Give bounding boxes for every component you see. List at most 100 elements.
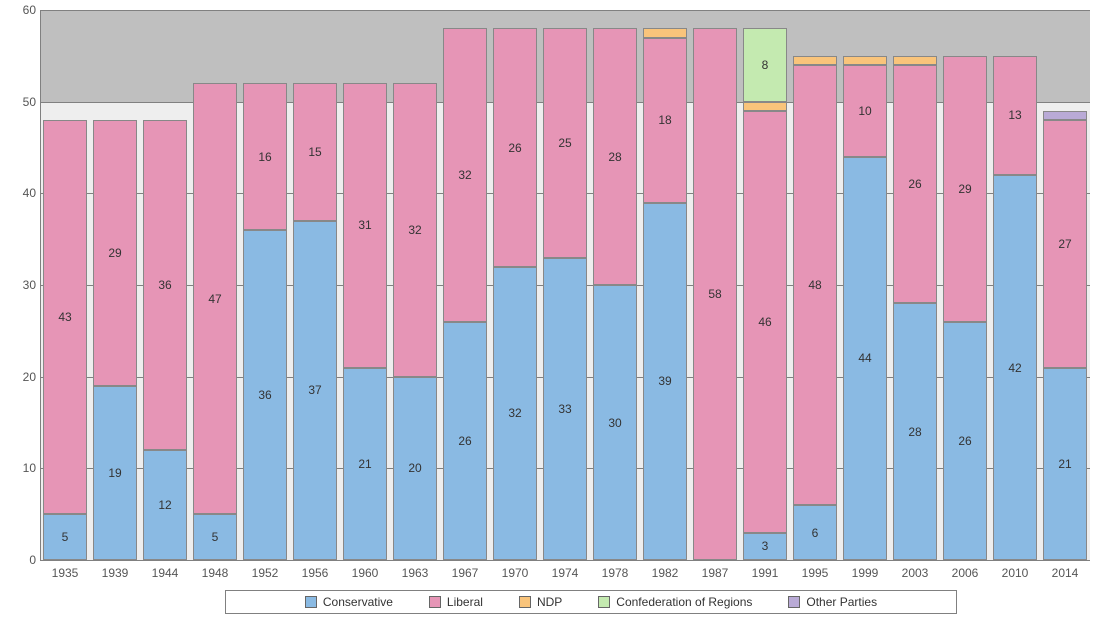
x-tick-label: 1970 <box>502 566 529 580</box>
bar-segment-liberal: 46 <box>743 111 787 533</box>
legend-item-conservative: Conservative <box>305 595 393 609</box>
bar-segment-liberal: 43 <box>43 120 87 514</box>
bar-segment-liberal: 28 <box>593 28 637 285</box>
segment-value-label: 43 <box>58 310 71 324</box>
bar-stack: 42 13 <box>993 56 1037 560</box>
bar-segment-liberal: 25 <box>543 28 587 257</box>
segment-value-label: 28 <box>908 425 921 439</box>
x-axis <box>40 560 1090 561</box>
x-tick-label: 1935 <box>52 566 79 580</box>
bar-segment-ndp <box>843 56 887 65</box>
x-tick-label: 1978 <box>602 566 629 580</box>
bar-segment-conservative: 32 <box>493 267 537 560</box>
segment-value-label: 31 <box>358 218 371 232</box>
segment-value-label: 47 <box>208 292 221 306</box>
bar-segment-conservative: 44 <box>843 157 887 560</box>
legend-swatch <box>305 596 317 608</box>
plot-background: 5431929123654736163715213120322632322633… <box>40 10 1090 560</box>
segment-value-label: 13 <box>1008 108 1021 122</box>
bar-segment-liberal: 13 <box>993 56 1037 175</box>
bar-segment-ndp <box>743 102 787 111</box>
x-tick-label: 1982 <box>652 566 679 580</box>
x-tick-label: 2006 <box>952 566 979 580</box>
bar-segment-conservative: 26 <box>443 322 487 560</box>
bar-segment-conservative: 26 <box>943 322 987 560</box>
segment-value-label: 10 <box>858 104 871 118</box>
bar-segment-conservative: 36 <box>243 230 287 560</box>
segment-value-label: 48 <box>808 278 821 292</box>
segment-value-label: 36 <box>158 278 171 292</box>
x-tick-label: 1952 <box>252 566 279 580</box>
segment-value-label: 21 <box>1058 457 1071 471</box>
x-tick-label: 2010 <box>1002 566 1029 580</box>
bar-segment-liberal: 32 <box>393 83 437 376</box>
bar-stack: 2032 <box>393 83 437 560</box>
segment-value-label: 32 <box>508 406 521 420</box>
legend-swatch <box>788 596 800 608</box>
segment-value-label: 26 <box>458 434 471 448</box>
segment-value-label: 3 <box>762 539 769 553</box>
bar-stack: 32 26 <box>493 28 537 560</box>
bar-segment-other <box>1043 111 1087 120</box>
segment-value-label: 21 <box>358 457 371 471</box>
bar-stack: 30 28 <box>593 28 637 560</box>
bar-stack: 12 36 <box>143 120 187 560</box>
bar-stack: 58 <box>693 28 737 560</box>
bar-stack: 543 <box>43 120 87 560</box>
x-tick-label: 1999 <box>852 566 879 580</box>
x-tick-label: 2014 <box>1052 566 1079 580</box>
bar-segment-conservative: 21 <box>343 368 387 561</box>
bar-segment-conservative: 20 <box>393 377 437 560</box>
bar-stack: 547 <box>193 83 237 560</box>
segment-value-label: 26 <box>908 177 921 191</box>
segment-value-label: 44 <box>858 351 871 365</box>
bar-segment-liberal: 58 <box>693 28 737 560</box>
bar-stack: 26 32 <box>443 28 487 560</box>
segment-value-label: 15 <box>308 145 321 159</box>
bar-segment-conservative: 3 <box>743 533 787 561</box>
segment-value-label: 28 <box>608 150 621 164</box>
bar-segment-conservative: 19 <box>93 386 137 560</box>
segment-value-label: 42 <box>1008 361 1021 375</box>
x-tick-label: 1956 <box>302 566 329 580</box>
bar-stack: 3468 <box>743 28 787 560</box>
x-tick-label: 1995 <box>802 566 829 580</box>
legend-label: Liberal <box>447 595 483 609</box>
bar-segment-conservative: 30 <box>593 285 637 560</box>
bar-segment-liberal: 26 <box>493 28 537 266</box>
segment-value-label: 33 <box>558 402 571 416</box>
legend-item-cor: Confederation of Regions <box>598 595 752 609</box>
segment-value-label: 27 <box>1058 237 1071 251</box>
legend-item-ndp: NDP <box>519 595 562 609</box>
y-tick-label: 40 <box>2 186 36 200</box>
bar-segment-conservative: 37 <box>293 221 337 560</box>
segment-value-label: 58 <box>708 287 721 301</box>
segment-value-label: 46 <box>758 315 771 329</box>
legend-label: NDP <box>537 595 562 609</box>
bar-stack: 33 25 <box>543 28 587 560</box>
bar-segment-liberal: 10 <box>843 65 887 157</box>
y-tick-label: 20 <box>2 370 36 384</box>
legend-label: Other Parties <box>806 595 877 609</box>
segment-value-label: 12 <box>158 498 171 512</box>
legend-item-other: Other Parties <box>788 595 877 609</box>
x-tick-label: 1948 <box>202 566 229 580</box>
bar-stack: 3918 <box>643 28 687 560</box>
segment-value-label: 19 <box>108 466 121 480</box>
bar-segment-conservative: 39 <box>643 203 687 561</box>
segment-value-label: 30 <box>608 416 621 430</box>
segment-value-label: 32 <box>458 168 471 182</box>
x-tick-label: 2003 <box>902 566 929 580</box>
x-tick-label: 1963 <box>402 566 429 580</box>
legend-item-liberal: Liberal <box>429 595 483 609</box>
bars-container: 5431929123654736163715213120322632322633… <box>40 10 1090 560</box>
x-tick-label: 1960 <box>352 566 379 580</box>
y-tick-label: 50 <box>2 95 36 109</box>
y-tick-label: 0 <box>2 553 36 567</box>
segment-value-label: 16 <box>258 150 271 164</box>
segment-value-label: 29 <box>958 182 971 196</box>
bar-segment-liberal: 31 <box>343 83 387 367</box>
bar-segment-liberal: 16 <box>243 83 287 230</box>
bar-segment-ndp <box>893 56 937 65</box>
bar-stack: 26 29 <box>943 56 987 560</box>
